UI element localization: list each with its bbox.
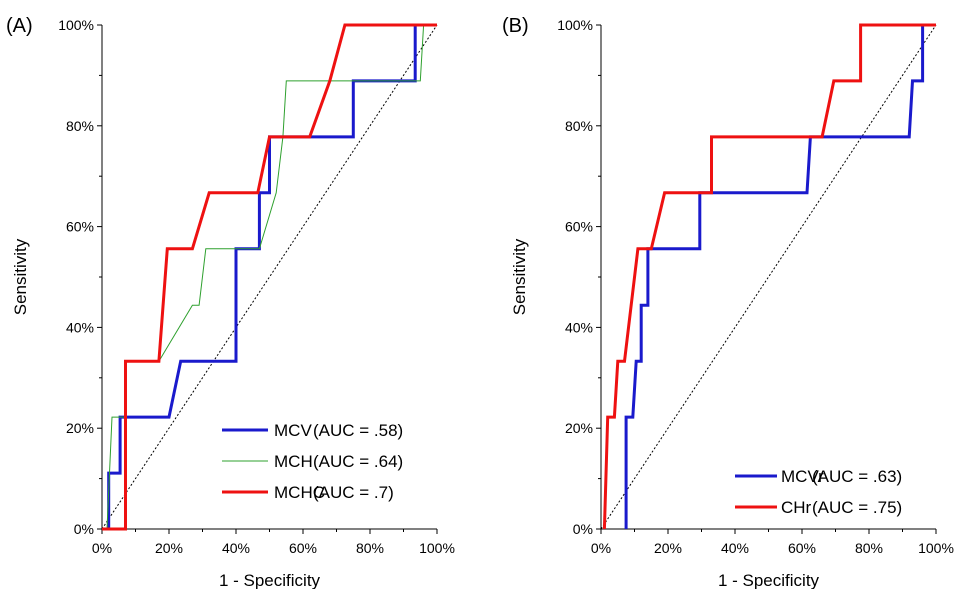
y-tick-label: 100% <box>557 17 593 33</box>
diagonal-reference-line <box>101 24 438 530</box>
legend-label-mcvr: MCVr <box>781 467 824 486</box>
x-tick-label: 20% <box>155 540 183 556</box>
y-tick-label: 40% <box>565 319 593 335</box>
x-axis-title: 1 - Specificity <box>718 571 820 589</box>
y-tick-label: 0% <box>573 521 593 537</box>
legend-label-mchc: MCHC <box>274 483 325 502</box>
x-tick-label: 60% <box>788 540 816 556</box>
x-tick-label: 0% <box>92 540 112 556</box>
chart-panel-1: (A) 0% 20% 40% 60% 80% 100% 0% 20% 40% 60% 80% 100% 1… <box>6 15 455 589</box>
y-tick-label: 20% <box>565 420 593 436</box>
y-tick-label: 0% <box>74 521 94 537</box>
y-tick-label: 40% <box>66 319 94 335</box>
legend-label-chr: CHr <box>781 498 812 517</box>
x-tick-label: 80% <box>855 540 883 556</box>
y-tick-label: 80% <box>565 118 593 134</box>
series-line-mcvr <box>624 23 936 529</box>
panel-label: (B) <box>502 15 529 37</box>
y-tick-label: 100% <box>58 17 94 33</box>
x-tick-label: 0% <box>591 540 611 556</box>
x-tick-label: 60% <box>289 540 317 556</box>
x-tick-label: 100% <box>419 540 455 556</box>
legend-auc-mcv: (AUC = .58) <box>313 421 403 440</box>
x-axis-title: 1 - Specificity <box>219 571 321 589</box>
x-tick-label: 40% <box>222 540 250 556</box>
legend-label-mch: MCH <box>274 452 313 471</box>
y-tick-label: 60% <box>66 219 94 235</box>
diagonal-reference-line <box>600 24 937 530</box>
x-tick-label: 20% <box>654 540 682 556</box>
x-tick-label: 100% <box>918 540 954 556</box>
y-tick-label: 60% <box>565 219 593 235</box>
y-tick-label: 20% <box>66 420 94 436</box>
x-tick-label: 80% <box>356 540 384 556</box>
legend-auc-mch: (AUC = .64) <box>313 452 403 471</box>
y-axis-title: Sensitivity <box>11 238 30 315</box>
legend-auc-chr: (AUC = .75) <box>812 498 902 517</box>
series-line-mchc <box>102 23 437 531</box>
legend-auc-mchc: (AUC = .7) <box>313 483 394 502</box>
y-axis-title: Sensitivity <box>510 238 529 315</box>
legend-label-mcv: MCV <box>274 421 312 440</box>
x-tick-label: 40% <box>721 540 749 556</box>
panel-label: (A) <box>6 15 33 37</box>
series-line-chr <box>602 23 936 530</box>
chart-panel-2: (B) 0% 20% 40% 60% 80% 100% 0% 20% 40% 60% 80% 100% 1… <box>502 15 954 589</box>
y-tick-label: 80% <box>66 118 94 134</box>
legend-auc-mcvr: (AUC = .63) <box>812 467 902 486</box>
